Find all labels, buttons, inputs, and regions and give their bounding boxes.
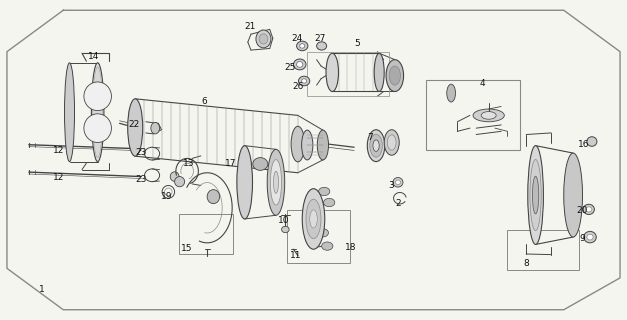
Ellipse shape <box>207 190 219 204</box>
Ellipse shape <box>302 130 313 160</box>
Ellipse shape <box>171 172 179 181</box>
Ellipse shape <box>532 176 539 214</box>
Bar <box>307 52 389 96</box>
Text: 7: 7 <box>367 133 372 142</box>
Ellipse shape <box>297 41 308 51</box>
Ellipse shape <box>587 234 593 240</box>
Text: 14: 14 <box>88 52 99 61</box>
Ellipse shape <box>583 204 594 214</box>
Ellipse shape <box>373 140 379 151</box>
Ellipse shape <box>293 59 306 70</box>
Ellipse shape <box>306 199 321 239</box>
Text: 4: 4 <box>480 79 485 88</box>
Ellipse shape <box>273 171 278 193</box>
Bar <box>287 210 350 263</box>
Bar <box>179 214 233 254</box>
Text: 1: 1 <box>38 284 45 293</box>
Bar <box>426 80 520 150</box>
Text: 2: 2 <box>396 198 401 207</box>
Ellipse shape <box>586 207 592 212</box>
Ellipse shape <box>326 53 339 92</box>
Text: 9: 9 <box>579 234 586 243</box>
Ellipse shape <box>65 63 75 162</box>
Text: 25: 25 <box>284 63 295 72</box>
Ellipse shape <box>282 226 289 233</box>
Ellipse shape <box>128 99 143 156</box>
Text: 11: 11 <box>290 251 302 260</box>
Ellipse shape <box>84 82 112 111</box>
Text: 10: 10 <box>278 216 289 225</box>
Text: 26: 26 <box>293 82 304 91</box>
Ellipse shape <box>587 137 597 146</box>
Ellipse shape <box>302 79 307 83</box>
Ellipse shape <box>270 160 282 205</box>
Ellipse shape <box>530 159 541 231</box>
Ellipse shape <box>389 66 401 85</box>
Text: 5: 5 <box>354 39 360 48</box>
Ellipse shape <box>447 84 455 102</box>
Ellipse shape <box>256 30 271 48</box>
Text: 6: 6 <box>201 97 207 106</box>
Text: 20: 20 <box>577 206 588 215</box>
Ellipse shape <box>473 109 504 122</box>
Ellipse shape <box>367 130 385 162</box>
Text: 15: 15 <box>181 244 193 253</box>
Ellipse shape <box>310 210 317 228</box>
Ellipse shape <box>396 180 401 185</box>
Text: 17: 17 <box>225 159 236 168</box>
Ellipse shape <box>393 178 403 187</box>
Ellipse shape <box>322 242 333 250</box>
Text: 13: 13 <box>182 159 194 168</box>
Text: 23: 23 <box>136 148 147 156</box>
Ellipse shape <box>174 177 184 187</box>
Text: 12: 12 <box>53 146 64 155</box>
Text: 16: 16 <box>578 140 589 148</box>
Ellipse shape <box>93 67 103 158</box>
Ellipse shape <box>564 153 582 237</box>
Ellipse shape <box>302 189 325 249</box>
Ellipse shape <box>481 112 496 119</box>
Ellipse shape <box>237 146 253 219</box>
Ellipse shape <box>84 114 112 142</box>
Ellipse shape <box>370 134 382 157</box>
Ellipse shape <box>291 126 305 162</box>
Ellipse shape <box>386 60 404 92</box>
Text: 8: 8 <box>524 259 529 268</box>
Ellipse shape <box>151 123 160 134</box>
Text: 3: 3 <box>388 181 394 190</box>
Ellipse shape <box>324 198 335 207</box>
Ellipse shape <box>374 53 384 92</box>
Ellipse shape <box>92 63 104 162</box>
Ellipse shape <box>300 44 305 48</box>
Ellipse shape <box>317 130 329 160</box>
Ellipse shape <box>297 61 303 67</box>
Ellipse shape <box>319 187 330 196</box>
Ellipse shape <box>267 149 285 215</box>
Ellipse shape <box>387 135 396 150</box>
Text: 27: 27 <box>314 35 325 44</box>
Ellipse shape <box>259 34 268 44</box>
Ellipse shape <box>253 158 268 170</box>
Ellipse shape <box>298 76 310 86</box>
Text: 24: 24 <box>292 35 303 44</box>
Text: 12: 12 <box>53 173 64 182</box>
Ellipse shape <box>317 42 327 50</box>
Ellipse shape <box>584 231 596 243</box>
Ellipse shape <box>317 229 329 237</box>
Text: 18: 18 <box>345 243 357 252</box>
Text: 19: 19 <box>161 192 172 201</box>
Ellipse shape <box>384 130 399 155</box>
Ellipse shape <box>528 146 544 244</box>
Bar <box>507 230 579 270</box>
Text: 21: 21 <box>244 22 255 31</box>
Text: 23: 23 <box>136 175 147 184</box>
Text: 22: 22 <box>129 120 140 130</box>
